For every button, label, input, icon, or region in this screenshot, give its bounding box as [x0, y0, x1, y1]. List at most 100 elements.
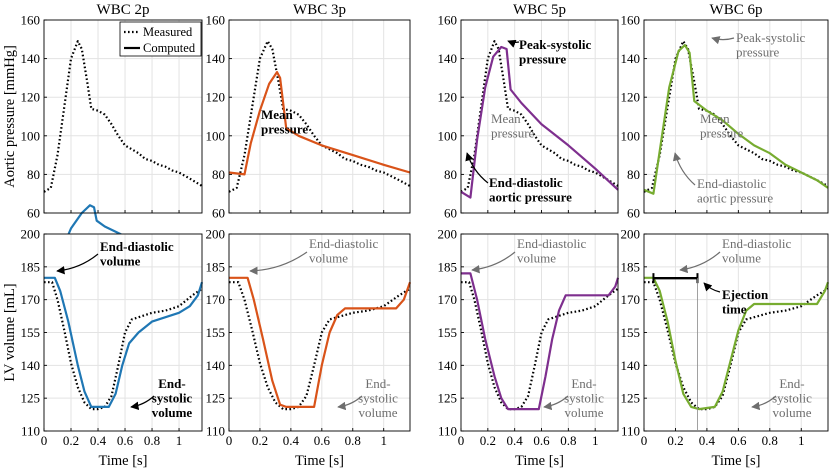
annotation-arrow: [711, 36, 735, 45]
y-tick-label: 110: [21, 424, 40, 439]
annotation-line: systolic: [772, 391, 812, 406]
y-tick-label: 60: [627, 206, 640, 221]
annotation-line: Mean: [491, 111, 521, 126]
annotation-text: Peak-systolic pressure: [519, 37, 591, 67]
annotation: Mean pressure: [261, 107, 308, 137]
annotation-line: volume: [152, 405, 193, 420]
y-tick-label: 185: [438, 259, 458, 274]
series-computed-line: [644, 276, 830, 411]
annotation-line: Mean: [261, 107, 294, 122]
x-tick-label: 0.6: [314, 433, 331, 448]
y-axis-label: LV volume [mL]: [2, 283, 18, 381]
y-tick-label: 110: [206, 424, 225, 439]
panel-3: 60 80 100 120 140 160 WBC 5p: [438, 2, 619, 221]
annotation: Ejection time: [703, 282, 769, 317]
x-tick-label: 1: [176, 433, 183, 448]
annotation-line: End-: [158, 376, 185, 391]
annotation: Mean pressure: [491, 111, 535, 141]
plot-area: [229, 20, 410, 213]
annotation-text: End-systolic volume: [564, 376, 604, 420]
annotation-line: pressure: [491, 126, 535, 141]
x-tick-label: 0.4: [90, 433, 107, 448]
annotation-line: End-: [779, 376, 804, 391]
annotation-arrow: [679, 251, 721, 274]
annotation: End-diastolic volume: [56, 239, 174, 275]
annotation-text: Mean pressure: [491, 111, 535, 141]
y-tick-label: 80: [27, 167, 40, 182]
y-tick-label: 100: [438, 128, 458, 143]
x-tick-label: 0.8: [144, 433, 160, 448]
y-tick-label: 170: [206, 292, 226, 307]
x-tick-label: 0: [641, 433, 648, 448]
annotation: End-diastolic aortic pressure: [672, 152, 773, 206]
annotation-text: End-diastolic aortic pressure: [697, 176, 773, 206]
series-measured-line: [228, 40, 411, 193]
annotation-line: End-diastolic: [697, 176, 767, 191]
y-tick-label: 140: [21, 51, 41, 66]
annotation-line: End-diastolic: [722, 236, 792, 251]
panel-5: 110 125 140 155 170 185 200 0 0.2 0.4 0.6 0.8 1 Time …: [2, 227, 204, 469]
y-tick-label: 160: [21, 13, 41, 28]
y-tick-label: 185: [21, 259, 41, 274]
x-tick-label: 0: [226, 433, 233, 448]
series-measured-line: [44, 281, 203, 411]
y-tick-label: 155: [21, 325, 41, 340]
y-tick-label: 170: [21, 292, 41, 307]
annotation-text: End-diastolic volume: [100, 239, 174, 269]
annotation-line: systolic: [152, 391, 193, 406]
panel-6: 110 125 140 155 170 185 200 0 0.2 0.4 0.6 0.8 1 Time …: [206, 227, 412, 469]
y-tick-label: 170: [438, 292, 458, 307]
annotation-text: End-diastolic aortic pressure: [489, 175, 572, 205]
axes-frame: [643, 19, 829, 214]
annotation-arrow: [471, 251, 516, 274]
y-tick-label: 185: [206, 259, 226, 274]
ejection-time-bar: [652, 273, 699, 431]
y-tick-label: 140: [621, 51, 641, 66]
annotation: End-diastolic volume: [249, 236, 379, 275]
y-tick-label: 155: [206, 325, 226, 340]
y-tick-label: 60: [212, 206, 225, 221]
y-tick-label: 100: [21, 128, 41, 143]
y-tick-label: 125: [621, 391, 641, 406]
annotation-arrow: [130, 395, 155, 410]
annotation-line: End-diastolic: [517, 236, 587, 251]
legend-box: [119, 21, 202, 57]
y-tick-label: 140: [438, 51, 458, 66]
panel-8: 110 125 140 155 170 185 200 0 0.2 0.4 0.6 0.8 1 Time …: [621, 227, 830, 469]
annotation-line: Ejection: [722, 287, 769, 302]
annotation-arrow: [465, 152, 489, 184]
x-tick-label: 0.6: [533, 433, 550, 448]
annotation-arrow: [337, 395, 363, 411]
annotation-line: volume: [565, 405, 604, 420]
annotation-line: aortic pressure: [489, 190, 572, 205]
annotation-text: End-systolic volume: [772, 376, 812, 420]
y-tick-label: 140: [438, 358, 458, 373]
y-tick-label: 120: [206, 90, 226, 105]
y-axis-label: Aortic pressure [mmHg]: [2, 45, 18, 188]
annotation-arrow: [507, 39, 520, 48]
x-tick-label: 1: [798, 433, 805, 448]
y-tick-label: 60: [27, 206, 40, 221]
annotation-arrow: [543, 395, 569, 411]
panel-7: 110 125 140 155 170 185 200 0 0.2 0.4 0.6 0.8 1 Time …: [438, 227, 620, 469]
annotation-line: volume: [773, 405, 812, 420]
y-tick-label: 160: [206, 13, 226, 28]
annotation-line: Peak-systolic: [736, 30, 806, 45]
annotation-arrow: [672, 152, 696, 186]
series-computed-line: [229, 276, 412, 408]
y-tick-label: 80: [444, 167, 457, 182]
x-axis-label: Time [s]: [98, 453, 147, 469]
y-tick-label: 160: [438, 13, 458, 28]
x-tick-label: 0.4: [699, 433, 716, 448]
x-tick-label: 0.4: [507, 433, 524, 448]
y-tick-label: 80: [212, 167, 225, 182]
annotation-line: volume: [722, 251, 761, 266]
annotation-line: pressure: [700, 126, 744, 141]
x-tick-label: 1: [592, 433, 599, 448]
annotation: End-systolic volume: [130, 376, 193, 420]
annotation-arrow: [249, 251, 308, 275]
series-computed-line: [228, 71, 411, 176]
y-tick-label: 80: [627, 167, 640, 182]
x-tick-label: 0.2: [63, 433, 79, 448]
